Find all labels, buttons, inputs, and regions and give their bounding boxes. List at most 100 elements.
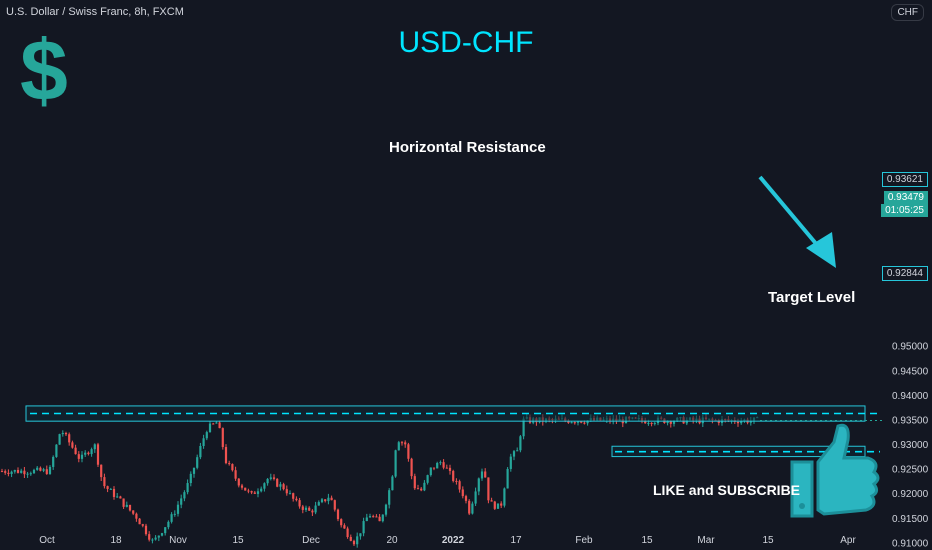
candle [439,460,442,466]
candle [490,497,493,502]
candle [138,518,141,525]
price-tick-label: 0.91000 [892,538,929,549]
candle [471,501,474,515]
candle [269,473,272,481]
candle [650,422,653,427]
candle [247,488,250,494]
target-price-badge: 0.92844 [881,266,928,281]
candle [324,499,327,503]
candle [141,523,144,528]
candle [196,454,199,470]
candle [404,440,407,448]
candle [20,468,23,474]
candle [292,492,295,502]
candle [311,509,314,517]
price-tick-label: 0.92500 [892,465,929,476]
candle [176,501,180,517]
candle [272,474,276,481]
candle [391,475,394,491]
candle [384,503,388,517]
candle [288,490,292,495]
time-tick-label: Nov [169,535,187,546]
candle [263,482,266,492]
candle [256,488,260,498]
candle [0,468,4,473]
candle [455,478,458,485]
candle [173,510,176,517]
candle [125,501,128,508]
currency-button[interactable]: CHF [891,4,924,21]
candle [260,486,263,493]
candle [208,420,212,433]
candle [509,453,512,472]
candle [365,513,368,522]
candle [436,461,439,469]
candle [109,487,112,490]
candle [452,469,455,483]
candle [397,440,400,451]
candle [519,434,522,453]
candle [48,465,52,475]
candle [426,474,429,485]
candle [420,487,423,492]
candle [468,499,471,516]
candle [7,469,10,477]
price-tick-label: 0.92000 [892,489,929,500]
candle [23,466,26,479]
candle [429,467,432,477]
candle [135,512,138,522]
candle [80,451,84,463]
candle [52,455,55,470]
candle [487,477,490,504]
candle [503,487,506,508]
candle [16,467,20,474]
candle [157,535,160,542]
candle [199,442,202,460]
candle [164,527,167,536]
candle [116,493,119,498]
time-tick-label: 18 [110,535,122,546]
candle [576,421,580,426]
candle [144,523,148,536]
candle [240,483,244,490]
time-tick-label: 2022 [442,535,465,546]
price-tick-label: 0.93000 [892,440,929,451]
candle [333,499,336,512]
candle [96,442,100,468]
time-tick-label: 17 [510,535,522,546]
candle [122,498,125,509]
candle [237,478,240,488]
candle [474,487,477,507]
candle [314,501,317,515]
candle [448,464,452,475]
candle [192,467,196,478]
candle [304,505,308,513]
candle [375,514,378,518]
candle [279,481,282,491]
time-tick-label: Apr [840,535,856,546]
candle [340,518,343,528]
candle [416,484,420,490]
resistance-zone[interactable] [25,405,866,422]
candle [90,447,93,457]
time-tick-label: 15 [762,535,774,546]
time-tick-label: Feb [575,535,593,546]
last-price-badge: 0.93479 [883,191,928,204]
candle [4,469,7,475]
candle [506,467,509,489]
candle [285,485,288,496]
resistance-label: Horizontal Resistance [389,139,546,156]
candle [10,470,13,478]
candle [36,465,39,471]
candle [378,514,381,522]
candle [58,433,61,445]
resistance-price-badge: 0.93621 [881,172,928,187]
candle [461,486,464,499]
candle [221,427,224,450]
candles-layer [0,413,759,548]
candle [87,451,90,456]
candle [346,526,349,539]
candle [45,465,48,475]
